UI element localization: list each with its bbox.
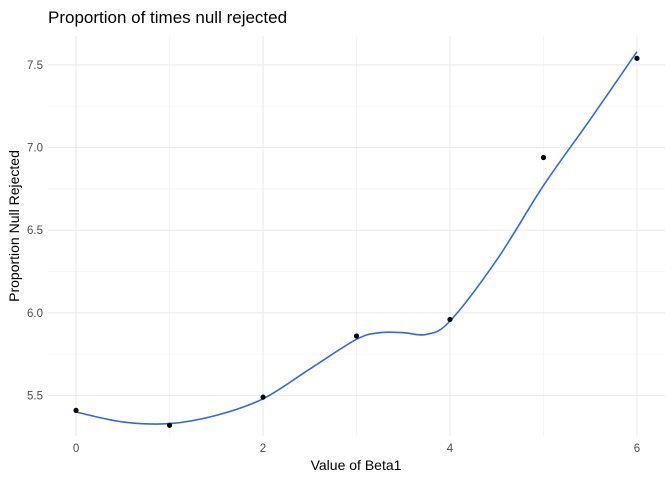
data-point [353, 333, 360, 339]
y-axis-label: Proportion Null Rejected [6, 150, 22, 302]
y-tick-label: 7.5 [27, 60, 43, 72]
x-tick-label: 0 [73, 443, 79, 455]
y-tick-labels: 5.5 6.0 6.5 7.0 7.5 [27, 60, 43, 403]
data-point [260, 394, 266, 400]
x-tick-labels: 0 2 4 6 [73, 443, 640, 455]
x-tick-label: 6 [634, 443, 640, 455]
x-axis-label: Value of Beta1 [311, 457, 402, 473]
data-point [634, 55, 640, 61]
major-gridlines [48, 36, 665, 436]
data-point [447, 316, 453, 323]
minor-gridlines [48, 36, 665, 436]
x-tick-label: 2 [260, 443, 266, 455]
y-tick-label: 5.5 [27, 391, 43, 403]
data-point [540, 154, 547, 161]
data-point [166, 422, 173, 428]
plot-series [73, 51, 640, 428]
x-tick-label: 4 [447, 443, 454, 455]
data-point [73, 407, 79, 413]
y-tick-label: 7.0 [27, 143, 43, 155]
y-tick-label: 6.0 [27, 308, 43, 320]
chart-title: Proportion of times null rejected [48, 8, 287, 27]
y-tick-label: 6.5 [27, 225, 43, 237]
smooth-trend-line [75, 51, 638, 425]
